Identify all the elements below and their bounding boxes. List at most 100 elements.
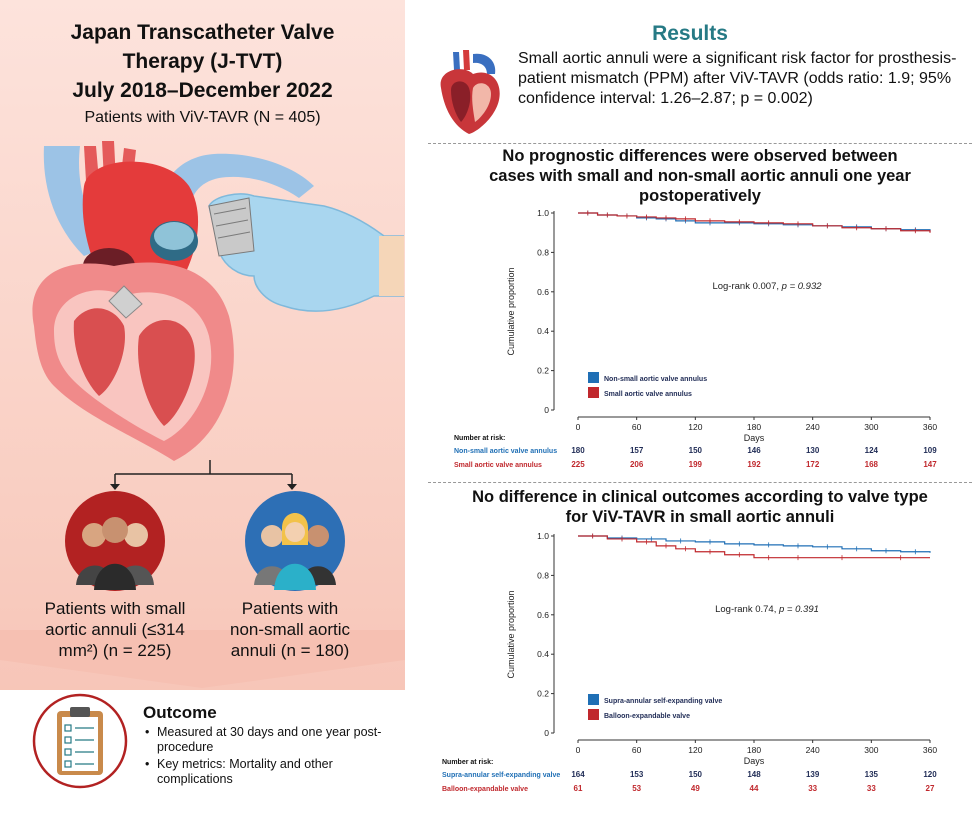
km-curve-red	[578, 535, 930, 559]
clipboard-icon	[32, 693, 128, 789]
group-small-line-3: mm²) (n = 225)	[58, 641, 172, 660]
x-tick-label: 120	[688, 745, 702, 755]
outcome-list: Measured at 30 days and one year post-pr…	[143, 725, 398, 789]
y-tick-label: 1.0	[537, 531, 549, 541]
section1-title-line: No prognostic differences were observed …	[502, 147, 898, 165]
outcome-item: Key metrics: Mortality and other complic…	[143, 757, 398, 787]
legend-label: Balloon-expandable valve	[604, 713, 690, 720]
legend-label: Small aortic valve annulus	[604, 391, 692, 398]
heart-illustration	[32, 141, 404, 461]
at-risk-row-label: Balloon-expandable valve	[442, 786, 528, 793]
at-risk-value: 61	[574, 784, 583, 793]
at-risk-value: 27	[926, 784, 935, 793]
km-curve-red	[578, 212, 931, 233]
x-tick-label: 300	[864, 422, 878, 432]
at-risk-value: 33	[808, 784, 817, 793]
x-tick-label: 0	[576, 745, 581, 755]
legend-label: Non-small aortic valve annulus	[604, 376, 707, 383]
at-risk-value: 192	[747, 460, 761, 469]
at-risk-value: 153	[630, 770, 644, 779]
title-line-1: Japan Transcatheter Valve	[70, 21, 335, 44]
section1-title: No prognostic differences were observed …	[428, 146, 972, 206]
section1-title-line: postoperatively	[639, 187, 761, 205]
group-connector	[110, 460, 297, 490]
x-tick-label: 240	[806, 422, 820, 432]
title-line-3: July 2018–December 2022	[72, 79, 333, 102]
at-risk-value: 164	[571, 770, 585, 779]
y-tick-label: 0.4	[537, 326, 549, 336]
y-tick-label: 1.0	[537, 208, 549, 218]
at-risk-value: 124	[865, 446, 879, 455]
at-risk-value: 147	[923, 460, 937, 469]
at-risk-value: 33	[867, 784, 876, 793]
log-rank-annotation: Log-rank 0.74, p = 0.391	[715, 604, 819, 615]
x-tick-label: 180	[747, 745, 761, 755]
y-tick-label: 0.4	[537, 649, 549, 659]
outcome-item: Measured at 30 days and one year post-pr…	[143, 725, 398, 755]
at-risk-value: 148	[747, 770, 761, 779]
at-risk-value: 150	[689, 446, 703, 455]
y-axis-label: Cumulative proportion	[506, 267, 516, 355]
at-risk-value: 146	[747, 446, 761, 455]
divider	[428, 482, 972, 483]
x-tick-label: 360	[923, 745, 937, 755]
legend-swatch	[588, 694, 599, 705]
y-tick-label: 0	[544, 728, 549, 738]
km-chart-valve-type: 0 0.2 0.4 0.6 0.8 1.0 0 60 120 180 240 300 360 Days Cu…	[442, 531, 937, 793]
at-risk-value: 206	[630, 460, 644, 469]
heart-anatomy-icon	[440, 50, 500, 134]
at-risk-value: 109	[923, 446, 937, 455]
panel-chevron	[0, 630, 405, 688]
results-title: Results	[652, 22, 728, 45]
y-axis-label: Cumulative proportion	[506, 590, 516, 678]
legend-swatch	[588, 372, 599, 383]
outcome-title: Outcome	[143, 703, 217, 722]
small-annuli-group-icon	[65, 491, 165, 591]
x-tick-label: 60	[632, 745, 642, 755]
x-tick-label: 120	[688, 422, 702, 432]
y-tick-label: 0.2	[537, 366, 549, 376]
x-axis-label: Days	[744, 433, 765, 443]
study-title: Japan Transcatheter Valve Therapy (J-TVT…	[0, 18, 405, 105]
at-risk-value: 139	[806, 770, 820, 779]
y-tick-label: 0.6	[537, 610, 549, 620]
y-tick-label: 0.2	[537, 689, 549, 699]
x-tick-label: 240	[806, 745, 820, 755]
nonsmall-annuli-group-icon	[245, 491, 345, 591]
title-line-2: Therapy (J-TVT)	[122, 50, 283, 73]
km-chart-annulus-size: 0 0.2 0.4 0.6 0.8 1.0 0 60 120 180 240 300 360 Days Cu…	[454, 208, 937, 469]
small-annuli-group-label: Patients with small aortic annuli (≤314 …	[20, 598, 210, 661]
section2-title: No difference in clinical outcomes accor…	[428, 487, 972, 527]
at-risk-header: Number at risk:	[442, 759, 493, 766]
group-nonsmall-line-2: non-small aortic	[230, 620, 350, 639]
legend-swatch	[588, 709, 599, 720]
at-risk-value: 180	[571, 446, 585, 455]
x-tick-label: 300	[864, 745, 878, 755]
x-axis-label: Days	[744, 756, 765, 766]
at-risk-row-label: Supra-annular self-expanding valve	[442, 772, 560, 779]
x-tick-label: 60	[632, 422, 642, 432]
study-subtitle: Patients with ViV-TAVR (N = 405)	[84, 109, 321, 126]
x-tick-label: 0	[576, 422, 581, 432]
section1-title-line: cases with small and non-small aortic an…	[489, 167, 911, 185]
group-small-line-1: Patients with small	[44, 599, 186, 618]
at-risk-value: 130	[806, 446, 820, 455]
at-risk-value: 150	[689, 770, 703, 779]
at-risk-value: 168	[865, 460, 879, 469]
at-risk-value: 49	[691, 784, 700, 793]
legend-swatch	[588, 387, 599, 398]
at-risk-row-label: Small aortic valve annulus	[454, 462, 542, 469]
nonsmall-annuli-group-label: Patients with non-small aortic annuli (n…	[200, 598, 380, 661]
at-risk-row-label: Non-small aortic valve annulus	[454, 448, 557, 455]
divider	[428, 143, 972, 144]
section2-title-line: No difference in clinical outcomes accor…	[472, 488, 928, 506]
log-rank-annotation: Log-rank 0.007, p = 0.932	[712, 281, 822, 292]
at-risk-value: 135	[865, 770, 879, 779]
at-risk-value: 120	[923, 770, 937, 779]
y-tick-label: 0.6	[537, 287, 549, 297]
x-tick-label: 180	[747, 422, 761, 432]
y-tick-label: 0.8	[537, 247, 549, 257]
group-nonsmall-line-3: annuli (n = 180)	[230, 641, 350, 660]
results-summary: Small aortic annuli were a significant r…	[518, 50, 957, 107]
at-risk-value: 53	[632, 784, 641, 793]
